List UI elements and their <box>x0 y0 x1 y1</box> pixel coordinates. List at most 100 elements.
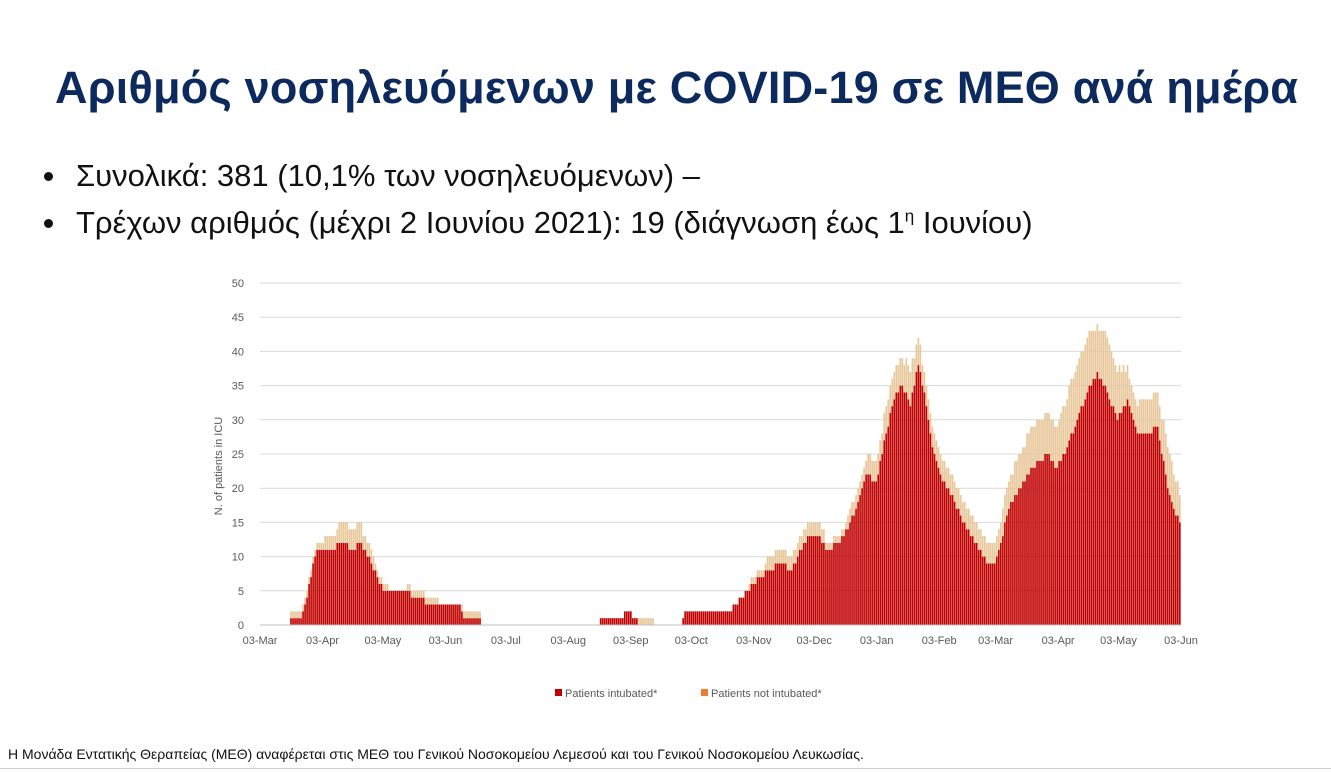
bar-intubated <box>863 481 865 625</box>
bar-not-intubated <box>340 522 343 543</box>
bar-not-intubated <box>310 570 312 578</box>
bar-not-intubated <box>800 536 803 550</box>
bar-intubated <box>710 611 713 625</box>
x-tick-label: 03-Jun <box>429 635 463 647</box>
bar-not-intubated <box>1030 426 1032 468</box>
bar-intubated <box>453 604 455 625</box>
bar-not-intubated <box>853 501 855 516</box>
bar-intubated <box>330 549 333 625</box>
bar-not-intubated <box>434 597 437 605</box>
bar-not-intubated <box>909 371 912 407</box>
bar-not-intubated <box>804 529 807 543</box>
bar-not-intubated <box>863 467 865 482</box>
bar-not-intubated <box>424 597 427 605</box>
bar-not-intubated <box>1162 419 1165 461</box>
bar-intubated <box>440 604 443 625</box>
bar-not-intubated <box>469 611 471 619</box>
bar-intubated <box>1036 460 1038 625</box>
bar-intubated <box>961 522 964 625</box>
bar-not-intubated <box>1154 392 1157 427</box>
bar-intubated <box>1162 460 1165 625</box>
bar-intubated <box>617 618 620 625</box>
bar-not-intubated <box>967 508 970 530</box>
y-tick-label: 10 <box>232 552 244 564</box>
bar-not-intubated <box>1082 351 1085 407</box>
bar-intubated <box>965 529 968 625</box>
bar-not-intubated <box>903 365 906 393</box>
bar-not-intubated <box>1102 330 1105 386</box>
bar-intubated <box>358 542 361 625</box>
bar-intubated <box>475 618 477 625</box>
bar-not-intubated <box>875 460 877 482</box>
bar-not-intubated <box>893 371 896 400</box>
bar-intubated <box>752 583 755 625</box>
bar-not-intubated <box>1024 447 1026 482</box>
bar-intubated <box>354 549 357 625</box>
bar-not-intubated <box>473 611 475 619</box>
bar-intubated <box>1040 460 1042 625</box>
bar-intubated <box>889 412 892 625</box>
bar-intubated <box>845 529 847 625</box>
bar-not-intubated <box>1136 406 1139 434</box>
bar-not-intubated <box>1110 351 1113 407</box>
bar-intubated <box>436 604 439 625</box>
bar-intubated <box>479 618 481 625</box>
bar-intubated <box>1140 433 1143 625</box>
bar-intubated <box>923 392 926 625</box>
bar-not-intubated <box>1042 419 1044 461</box>
bar-not-intubated <box>943 460 946 482</box>
bar-intubated <box>857 501 859 625</box>
bar-intubated <box>628 611 630 625</box>
bar-intubated <box>782 563 785 625</box>
bar-not-intubated <box>929 412 932 434</box>
bar-not-intubated <box>1026 433 1028 475</box>
bar-not-intubated <box>939 454 942 475</box>
bar-intubated <box>396 590 399 625</box>
bar-not-intubated <box>1002 508 1004 537</box>
bar-not-intubated <box>1078 358 1081 413</box>
bar-intubated <box>430 604 433 625</box>
bar-not-intubated <box>1160 419 1163 454</box>
bar-intubated <box>698 611 701 625</box>
bar-not-intubated <box>837 536 839 543</box>
bar-intubated <box>750 583 753 625</box>
bar-intubated <box>461 611 463 625</box>
bar-intubated <box>774 563 777 625</box>
bar-intubated <box>682 618 684 625</box>
bar-intubated <box>1086 392 1089 625</box>
bar-not-intubated <box>298 611 300 619</box>
bar-not-intubated <box>1148 399 1151 434</box>
bar-not-intubated <box>825 542 827 550</box>
bar-not-intubated <box>833 536 835 543</box>
bar-not-intubated <box>817 522 819 537</box>
bar-not-intubated <box>312 556 314 564</box>
axes: 0 5 10 15 20 25 30 35 40 45 50 03-Mar 03-Apr 03-May 03… <box>232 278 1198 647</box>
bar-intubated <box>893 399 896 625</box>
bar-not-intubated <box>879 440 882 461</box>
bar-not-intubated <box>294 611 296 619</box>
bar-not-intubated <box>1040 419 1042 461</box>
bar-intubated <box>304 604 306 625</box>
bar-not-intubated <box>1090 330 1093 386</box>
bar-intubated <box>1018 488 1020 625</box>
bar-intubated <box>947 488 950 625</box>
bar-intubated <box>1098 378 1101 625</box>
bar-intubated <box>790 570 793 625</box>
bar-not-intubated <box>1050 419 1052 461</box>
bar-intubated <box>408 590 411 625</box>
bar-intubated <box>917 365 920 625</box>
bar-not-intubated <box>881 433 884 454</box>
bar-not-intubated <box>378 577 381 584</box>
bar-intubated <box>298 618 300 625</box>
bar-intubated <box>424 604 427 625</box>
bar-intubated <box>326 549 329 625</box>
bar-intubated <box>336 542 339 625</box>
bar-not-intubated <box>855 495 857 509</box>
bar-not-intubated <box>1134 399 1137 427</box>
bar-intubated <box>943 481 946 625</box>
bar-not-intubated <box>1142 399 1145 434</box>
bar-intubated <box>376 577 379 625</box>
bar-intubated <box>625 611 628 625</box>
bar-not-intubated <box>901 358 904 386</box>
